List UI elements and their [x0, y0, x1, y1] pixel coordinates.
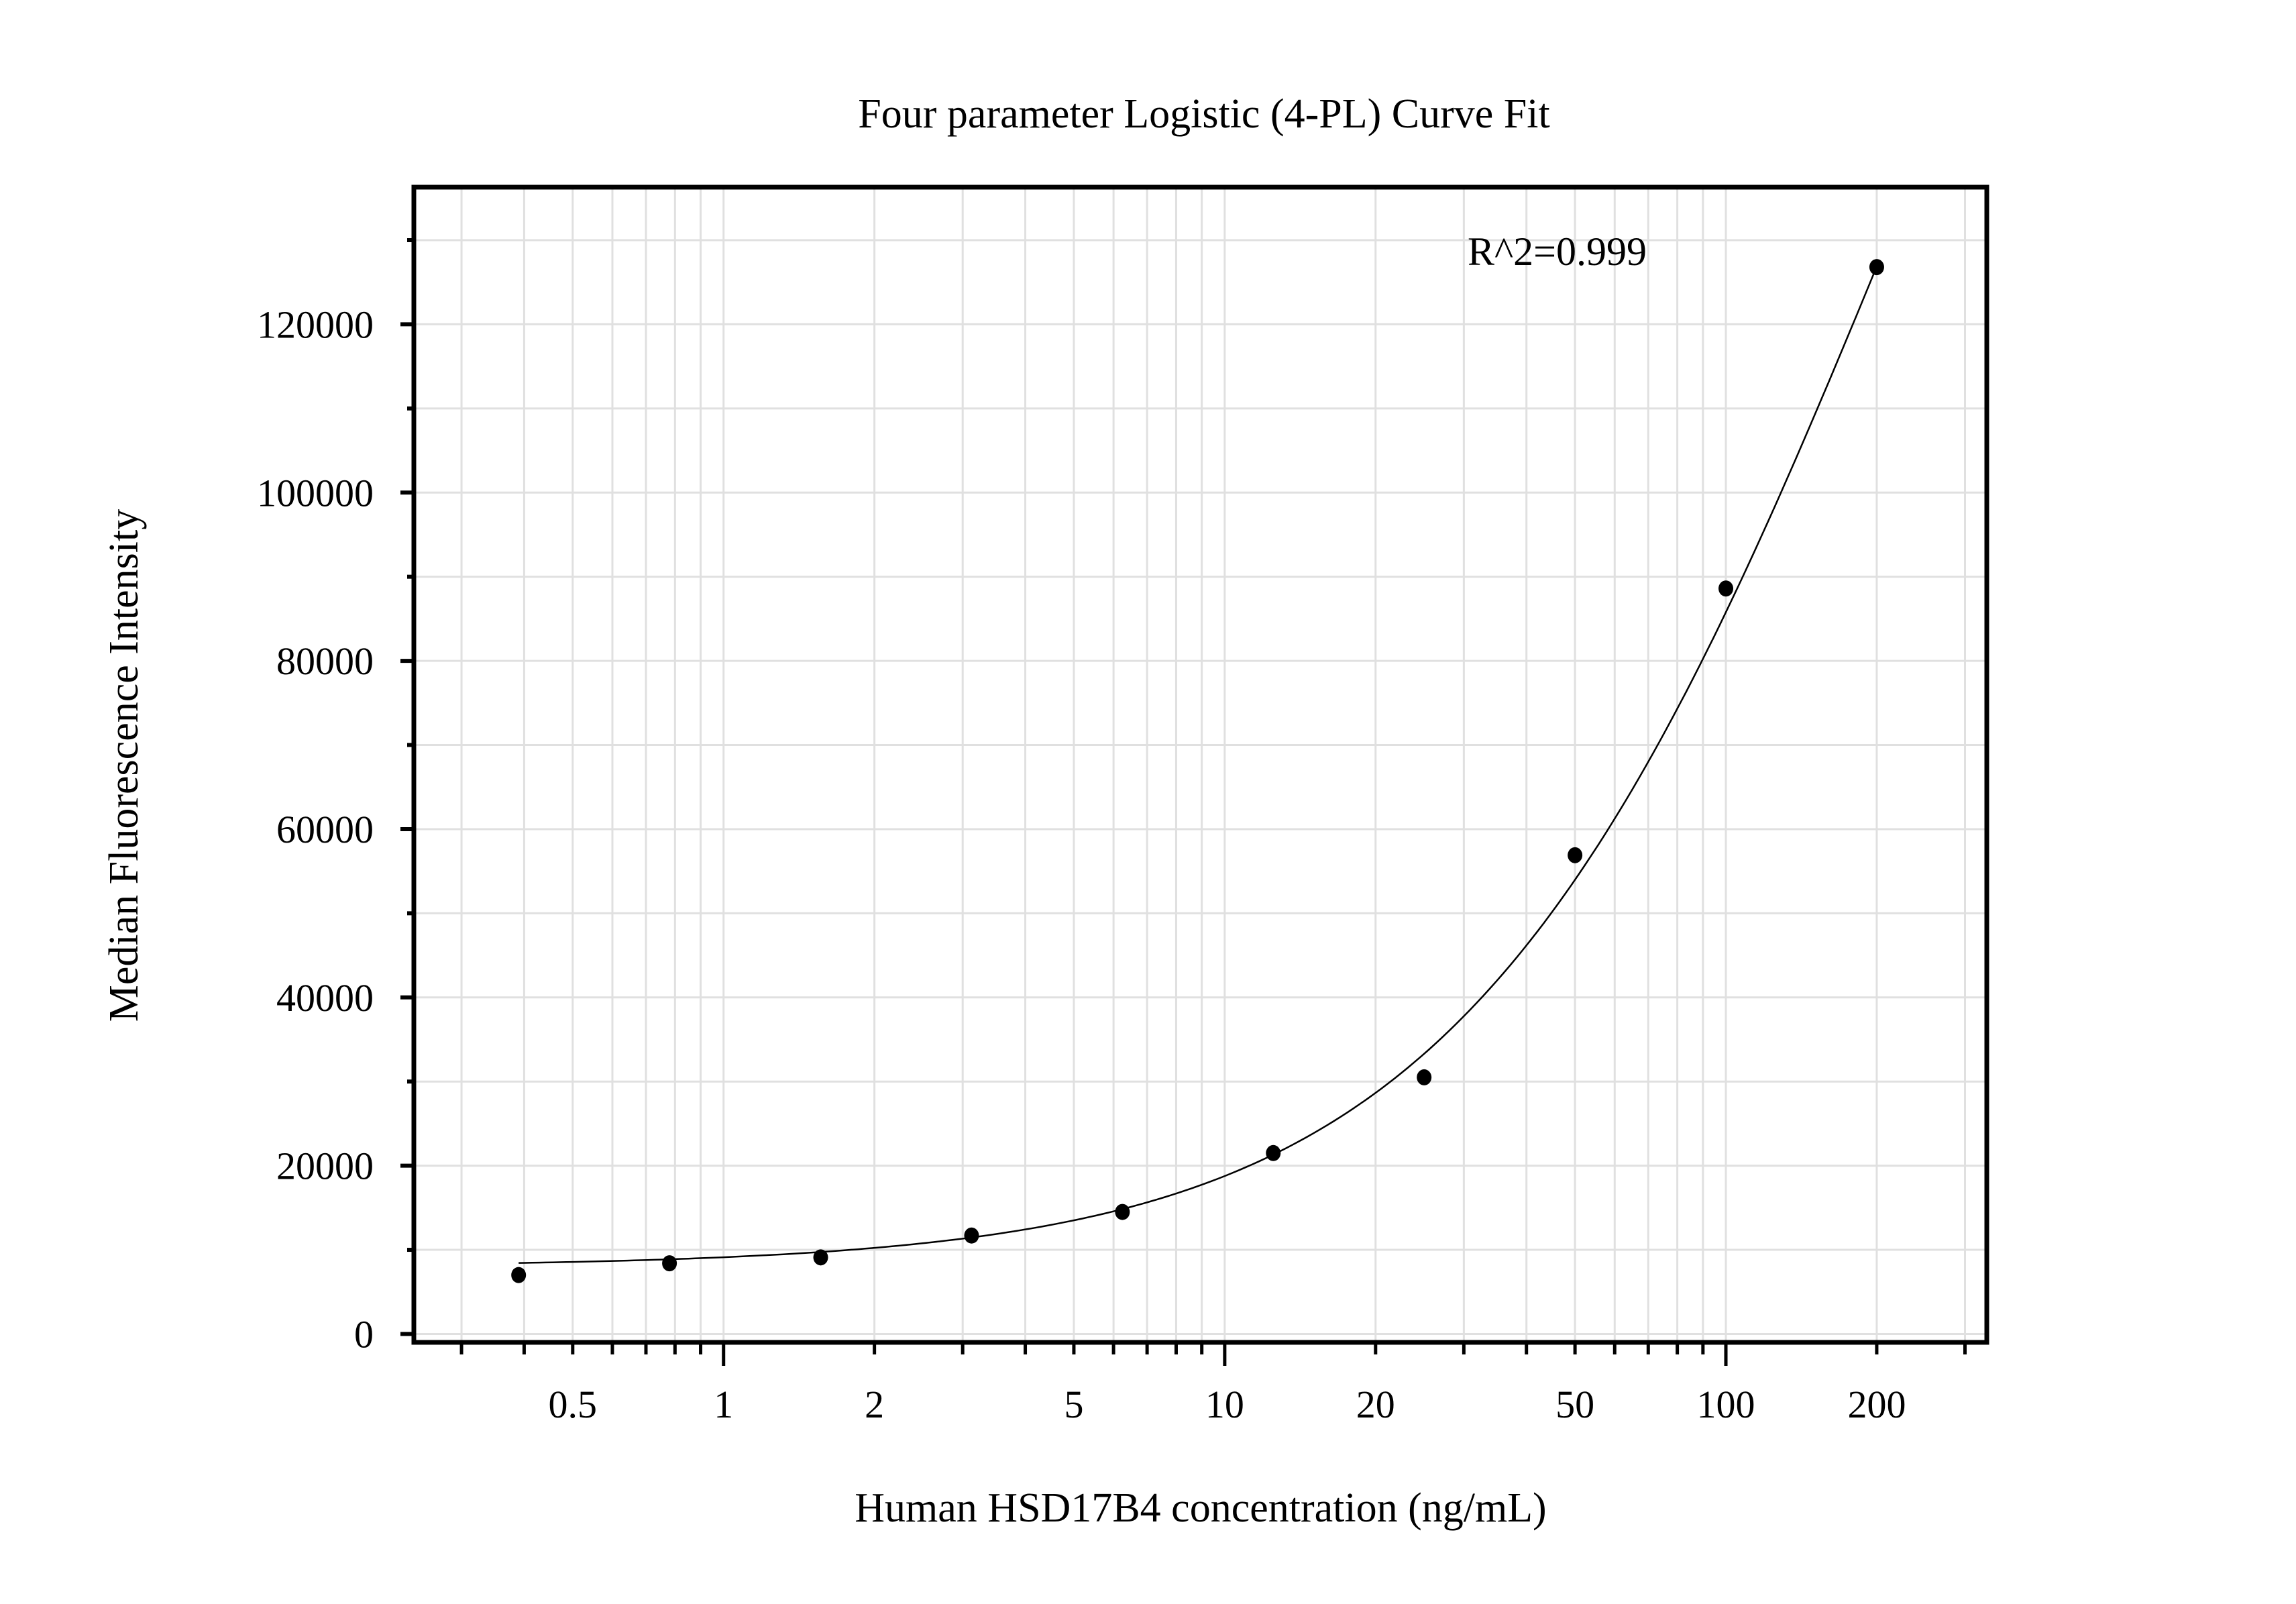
fit-curve-group	[518, 266, 1878, 1264]
x-tick-label: 1	[714, 1383, 733, 1426]
y-tick-label: 120000	[257, 303, 374, 346]
y-tick-labels: 0 20000 40000 60000 80000 100000 120000	[257, 303, 374, 1356]
y-tick-label: 40000	[276, 976, 374, 1020]
y-tick-label: 80000	[276, 639, 374, 683]
x-tick-label: 100	[1697, 1383, 1755, 1426]
chart-title: Four parameter Logistic (4-PL) Curve Fit	[858, 91, 1549, 137]
y-tick-label: 0	[354, 1312, 374, 1356]
x-tick-labels: 0.5 1 2 5 10 20 50 100 200	[549, 1383, 1906, 1426]
data-points	[511, 259, 1884, 1283]
data-point	[1568, 847, 1583, 863]
x-tick-label: 50	[1555, 1383, 1594, 1426]
grid	[414, 187, 1987, 1342]
data-point	[964, 1227, 979, 1244]
fit-curve	[518, 266, 1878, 1264]
data-point	[662, 1255, 677, 1272]
x-tick-label: 0.5	[549, 1383, 598, 1426]
x-tick-label: 2	[865, 1383, 884, 1426]
x-axis-label: Human HSD17B4 concentration (ng/mL)	[855, 1485, 1546, 1531]
x-tick-label: 200	[1847, 1383, 1906, 1426]
x-tick-label: 20	[1356, 1383, 1395, 1426]
data-point	[511, 1267, 527, 1283]
data-point	[1417, 1069, 1432, 1085]
data-point	[1718, 580, 1734, 597]
data-point	[1115, 1204, 1130, 1220]
r-squared-annotation: R^2=0.999	[1468, 229, 1647, 274]
y-axis-label: Median Fluorescence Intensity	[101, 509, 147, 1022]
data-point	[1869, 259, 1884, 276]
data-point	[1266, 1144, 1281, 1161]
x-tick-label: 5	[1064, 1383, 1083, 1426]
data-point	[813, 1249, 828, 1266]
y-tick-label: 100000	[257, 471, 374, 515]
x-tick-label: 10	[1205, 1383, 1244, 1426]
y-tick-label: 60000	[276, 808, 374, 851]
y-tick-label: 20000	[276, 1144, 374, 1188]
axis-ticks	[400, 238, 1967, 1366]
